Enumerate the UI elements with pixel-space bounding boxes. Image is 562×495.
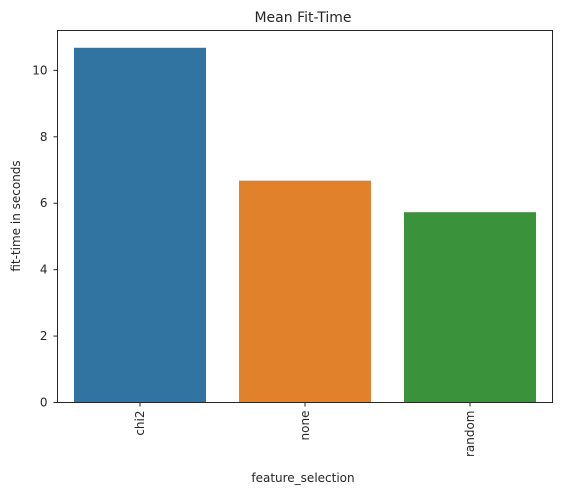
y-tick-label: 4 — [40, 263, 48, 277]
plot-frame — [57, 30, 553, 403]
bar-chi2 — [74, 47, 206, 403]
chart-title: Mean Fit-Time — [254, 10, 351, 26]
y-axis-ticks: 0 2 4 6 8 10 — [32, 63, 58, 410]
x-tick-label: random — [463, 411, 477, 458]
bar-none — [239, 180, 371, 403]
y-axis-label: fit-time in seconds — [9, 160, 23, 271]
y-tick-label: 2 — [40, 329, 48, 343]
bars-group — [74, 47, 536, 403]
y-tick-label: 6 — [40, 196, 48, 210]
y-tick-label: 0 — [40, 396, 48, 410]
x-axis-ticks: chi2 none random — [133, 402, 477, 458]
x-tick-label: none — [298, 411, 312, 441]
y-tick-label: 8 — [40, 130, 48, 144]
bar-random — [404, 212, 536, 403]
x-tick-label: chi2 — [133, 411, 147, 436]
x-axis-label: feature_selection — [251, 471, 354, 485]
y-tick-label: 10 — [32, 63, 47, 77]
